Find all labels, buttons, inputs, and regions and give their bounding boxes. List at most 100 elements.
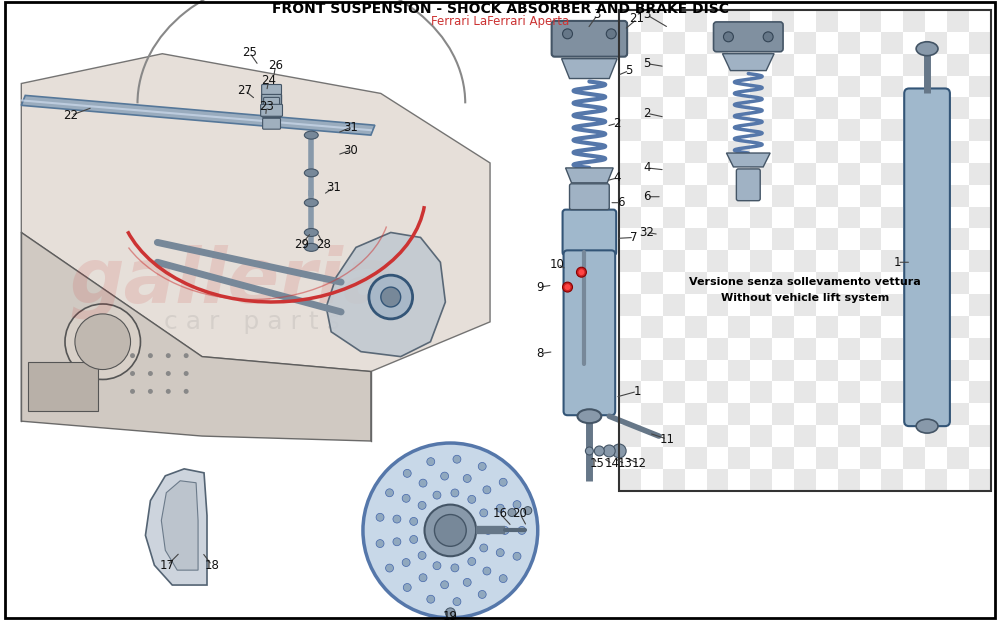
- Circle shape: [468, 557, 476, 565]
- Circle shape: [363, 443, 538, 618]
- Bar: [619, 163, 641, 185]
- Circle shape: [386, 564, 394, 572]
- Circle shape: [513, 552, 521, 560]
- Text: 5: 5: [643, 57, 651, 70]
- Bar: [947, 97, 969, 119]
- Bar: [707, 207, 728, 228]
- Bar: [772, 185, 794, 207]
- Bar: [663, 469, 685, 490]
- Bar: [969, 469, 991, 490]
- Text: galleria: galleria: [69, 245, 395, 319]
- Bar: [838, 207, 860, 228]
- Bar: [816, 185, 838, 207]
- Bar: [925, 207, 947, 228]
- Circle shape: [518, 527, 526, 534]
- Bar: [728, 447, 750, 469]
- Bar: [794, 119, 816, 141]
- Bar: [881, 294, 903, 316]
- Bar: [772, 54, 794, 76]
- Bar: [925, 469, 947, 490]
- Bar: [881, 163, 903, 185]
- Bar: [903, 272, 925, 294]
- Bar: [685, 403, 707, 425]
- Circle shape: [418, 552, 426, 560]
- Bar: [838, 294, 860, 316]
- Polygon shape: [21, 233, 371, 441]
- Bar: [619, 294, 641, 316]
- Bar: [772, 447, 794, 469]
- Bar: [772, 316, 794, 338]
- Bar: [794, 163, 816, 185]
- Bar: [663, 119, 685, 141]
- Circle shape: [419, 479, 427, 487]
- Text: 23: 23: [259, 100, 274, 113]
- FancyBboxPatch shape: [736, 169, 760, 201]
- Bar: [641, 359, 663, 381]
- Text: 25: 25: [242, 46, 257, 59]
- Bar: [881, 207, 903, 228]
- Circle shape: [148, 371, 153, 376]
- Circle shape: [184, 389, 189, 394]
- Bar: [947, 403, 969, 425]
- Text: 26: 26: [268, 59, 283, 72]
- Bar: [728, 185, 750, 207]
- Bar: [794, 381, 816, 403]
- Bar: [947, 54, 969, 76]
- Bar: [685, 359, 707, 381]
- Bar: [772, 403, 794, 425]
- Bar: [816, 141, 838, 163]
- Bar: [903, 54, 925, 76]
- Circle shape: [463, 578, 471, 587]
- Circle shape: [496, 548, 504, 557]
- Bar: [969, 32, 991, 54]
- Text: 4: 4: [643, 162, 651, 175]
- Bar: [925, 119, 947, 141]
- Ellipse shape: [916, 42, 938, 56]
- Bar: [772, 359, 794, 381]
- Circle shape: [148, 353, 153, 358]
- Text: 31: 31: [344, 120, 358, 134]
- Text: 31: 31: [326, 182, 341, 194]
- Circle shape: [369, 275, 413, 319]
- Bar: [838, 250, 860, 272]
- Bar: [816, 10, 838, 32]
- Polygon shape: [21, 54, 490, 371]
- Bar: [750, 250, 772, 272]
- Bar: [619, 207, 641, 228]
- Bar: [707, 469, 728, 490]
- Bar: [685, 228, 707, 250]
- Bar: [663, 294, 685, 316]
- Bar: [728, 316, 750, 338]
- Circle shape: [576, 267, 586, 277]
- Bar: [707, 294, 728, 316]
- Circle shape: [418, 502, 426, 509]
- Text: 14: 14: [605, 457, 620, 470]
- Bar: [860, 54, 881, 76]
- Circle shape: [402, 494, 410, 502]
- Circle shape: [578, 269, 584, 275]
- Bar: [860, 272, 881, 294]
- Bar: [728, 10, 750, 32]
- Bar: [925, 294, 947, 316]
- Circle shape: [403, 469, 411, 477]
- Polygon shape: [326, 233, 445, 357]
- Bar: [619, 425, 641, 447]
- Bar: [903, 228, 925, 250]
- Circle shape: [130, 371, 135, 376]
- Circle shape: [453, 456, 461, 463]
- Bar: [838, 32, 860, 54]
- Circle shape: [763, 32, 773, 42]
- Circle shape: [468, 495, 476, 504]
- Circle shape: [513, 500, 521, 509]
- Bar: [641, 316, 663, 338]
- Bar: [619, 10, 991, 490]
- Circle shape: [478, 462, 486, 470]
- Bar: [794, 469, 816, 490]
- Circle shape: [483, 567, 491, 575]
- Bar: [969, 294, 991, 316]
- Bar: [750, 469, 772, 490]
- Bar: [663, 76, 685, 97]
- Bar: [794, 338, 816, 359]
- Ellipse shape: [916, 419, 938, 433]
- Bar: [860, 228, 881, 250]
